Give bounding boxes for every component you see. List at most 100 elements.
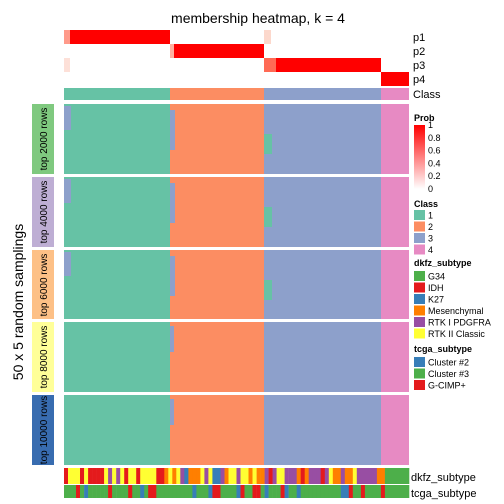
dkfz-cell: [308, 468, 313, 484]
body-artefact: [170, 326, 174, 352]
body-cell-g5-c4: [381, 395, 409, 465]
dkfz-cell: [96, 468, 101, 484]
dkfz-cell: [200, 468, 205, 484]
tcga-cell: [200, 485, 205, 498]
dkfz-cell: [405, 468, 410, 484]
group-separator: [30, 392, 410, 395]
dkfz-cell: [340, 468, 346, 484]
dkfz-cell: [248, 468, 253, 484]
bottom-annotation-rows: [64, 468, 410, 498]
tcga-cell: [80, 485, 85, 498]
dkfz-cell: [204, 468, 209, 484]
dkfz-cell: [324, 468, 330, 484]
prob-legend-tick-1: 0.8: [428, 133, 441, 143]
tcga-cell: [388, 485, 394, 498]
body-cell-g1-c2: [170, 104, 264, 174]
dkfz-cell: [336, 468, 342, 484]
tcga-cell: [380, 485, 386, 498]
prob-legend-bar: [414, 125, 425, 189]
body-cell-g4-c2: [170, 322, 264, 392]
body-artefact: [64, 106, 71, 130]
dkfz-cell: [244, 468, 249, 484]
body-artefact: [170, 183, 175, 223]
dkfz-cell: [380, 468, 386, 484]
dkfz-cell: [108, 468, 113, 484]
prob-patch: [170, 44, 174, 58]
tcga-cell: [68, 485, 73, 498]
tcga-cell: [401, 485, 406, 498]
dkfz-cell: [364, 468, 370, 484]
dkfz-cell: [384, 468, 390, 484]
tcga-legend-label-1: Cluster #3: [428, 369, 469, 379]
dkfz-cell: [188, 468, 193, 484]
tcga-cell: [244, 485, 249, 498]
tcga-cell: [164, 485, 169, 498]
tcga-cell: [328, 485, 334, 498]
dkfz-legend-label-3: Mesenchymal: [428, 306, 484, 316]
dkfz-cell: [376, 468, 382, 484]
dkfz-cell: [112, 468, 117, 484]
tcga-cell: [280, 485, 285, 498]
dkfz-cell: [168, 468, 173, 484]
tcga-cell: [188, 485, 193, 498]
tcga-cell: [348, 485, 354, 498]
body-cell-g4-c1: [64, 322, 170, 392]
prob-legend-tick-0: 1: [428, 120, 433, 130]
body-cell-g3-c3: [264, 250, 381, 320]
dkfz-legend-swatch-2: [414, 294, 425, 304]
tcga-cell: [120, 485, 125, 498]
top-row-label-p3: p3: [413, 60, 425, 72]
tcga-cell: [156, 485, 161, 498]
tcga-cell: [376, 485, 382, 498]
prob-row-high-p2: [170, 44, 264, 58]
body-cell-g2-c2: [170, 177, 264, 247]
dkfz-cell: [397, 468, 402, 484]
dkfz-legend-label-0: G34: [428, 272, 445, 282]
tcga-cell: [252, 485, 257, 498]
dkfz-cell: [216, 468, 221, 484]
dkfz-cell: [372, 468, 378, 484]
body-cell-g5-c2: [170, 395, 264, 465]
dkfz-cell: [172, 468, 177, 484]
tcga-cell: [104, 485, 109, 498]
tcga-cell: [336, 485, 342, 498]
dkfz-cell: [320, 468, 325, 484]
dkfz-cell: [148, 468, 153, 484]
prob-patch: [64, 58, 70, 72]
dkfz-legend-label-4: RTK I PDGFRA: [428, 318, 491, 328]
row-group-5: [32, 395, 54, 465]
dkfz-cell: [240, 468, 245, 484]
tcga-cell: [72, 485, 77, 498]
dkfz-cell: [120, 468, 125, 484]
tcga-cell: [148, 485, 153, 498]
class-legend-swatch-1: [414, 210, 425, 220]
dkfz-legend-swatch-5: [414, 328, 425, 339]
dkfz-cell: [132, 468, 137, 484]
tcga-cell: [356, 485, 362, 498]
tcga-cell: [296, 485, 301, 498]
dkfz-cell: [128, 468, 133, 484]
dkfz-legend-title: dkfz_subtype: [414, 258, 472, 268]
dkfz-cell: [220, 468, 225, 484]
tcga-cell: [116, 485, 121, 498]
tcga-cell: [304, 485, 309, 498]
prob-legend-tick-3: 0.4: [428, 158, 441, 168]
tcga-cell: [108, 485, 113, 498]
dkfz-cell: [92, 468, 97, 484]
tcga-cell: [360, 485, 366, 498]
dkfz-cell: [124, 468, 129, 484]
dkfz-cell: [88, 468, 93, 484]
body-artefact: [64, 179, 71, 203]
dkfz-cell: [256, 468, 261, 484]
row-group-1: [32, 104, 54, 174]
tcga-cell: [312, 485, 317, 498]
dkfz-cell: [196, 468, 201, 484]
tcga-cell: [76, 485, 81, 498]
prob-legend-title: Prob: [414, 113, 435, 123]
dkfz-cell: [252, 468, 257, 484]
tcga-cell: [168, 485, 173, 498]
tcga-cell: [332, 485, 338, 498]
dkfz-legend-swatch-0: [414, 271, 425, 281]
tcga-legend-swatch-2: [414, 380, 425, 390]
